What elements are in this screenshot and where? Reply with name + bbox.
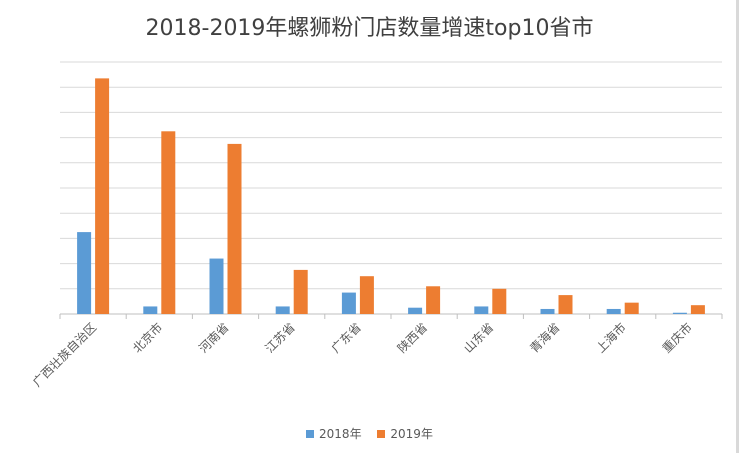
legend: 2018年 2019年 [0,425,739,442]
bar-2019 [624,302,639,314]
legend-swatch-2019 [377,430,386,438]
bar-2019 [293,269,308,314]
bar-2018 [672,312,687,314]
legend-label-2019: 2019年 [390,427,433,441]
bar-2019 [359,276,374,314]
bar-2018 [540,308,555,314]
bar-2019 [492,288,507,314]
bar-chart: 广西壮族自治区 北京市 河南省 江苏省 广东省 陕西省 山东省 青海省 上海市 重庆市 [30,61,723,390]
x-tick-label: 广西壮族自治区 [30,320,99,389]
bar-2019 [558,295,573,314]
legend-item-2019: 2019年 [377,425,433,442]
bar-2018 [209,258,224,314]
x-tick-label: 北京市 [129,320,165,356]
x-tick-label: 广东省 [329,320,364,355]
bar-2018 [606,308,621,314]
x-tick-label: 重庆市 [659,320,695,356]
bar-2018 [77,232,92,314]
x-tick-label: 山东省 [461,320,496,355]
x-tick-label: 河南省 [196,320,232,356]
bar-2018 [275,306,290,314]
x-tick-label: 上海市 [593,320,629,356]
legend-swatch-2018 [306,430,315,438]
legend-item-2018: 2018年 [306,425,362,442]
x-tick-label: 江苏省 [262,320,297,355]
bar-2019 [161,131,176,314]
bar-2019 [227,143,242,314]
bar-2019 [95,78,110,314]
bar-2019 [426,286,441,314]
bar-2018 [341,292,356,314]
x-tick-label: 青海省 [527,320,563,356]
bar-2018 [474,306,489,314]
bar-2018 [408,307,423,314]
bar-2019 [690,305,705,314]
window-edge [736,0,739,453]
x-tick-label: 陕西省 [394,320,430,356]
chart-title: 2018-2019年螺狮粉门店数量增速top10省市 [145,16,594,41]
bar-2018 [143,306,158,314]
legend-label-2018: 2018年 [319,427,362,441]
